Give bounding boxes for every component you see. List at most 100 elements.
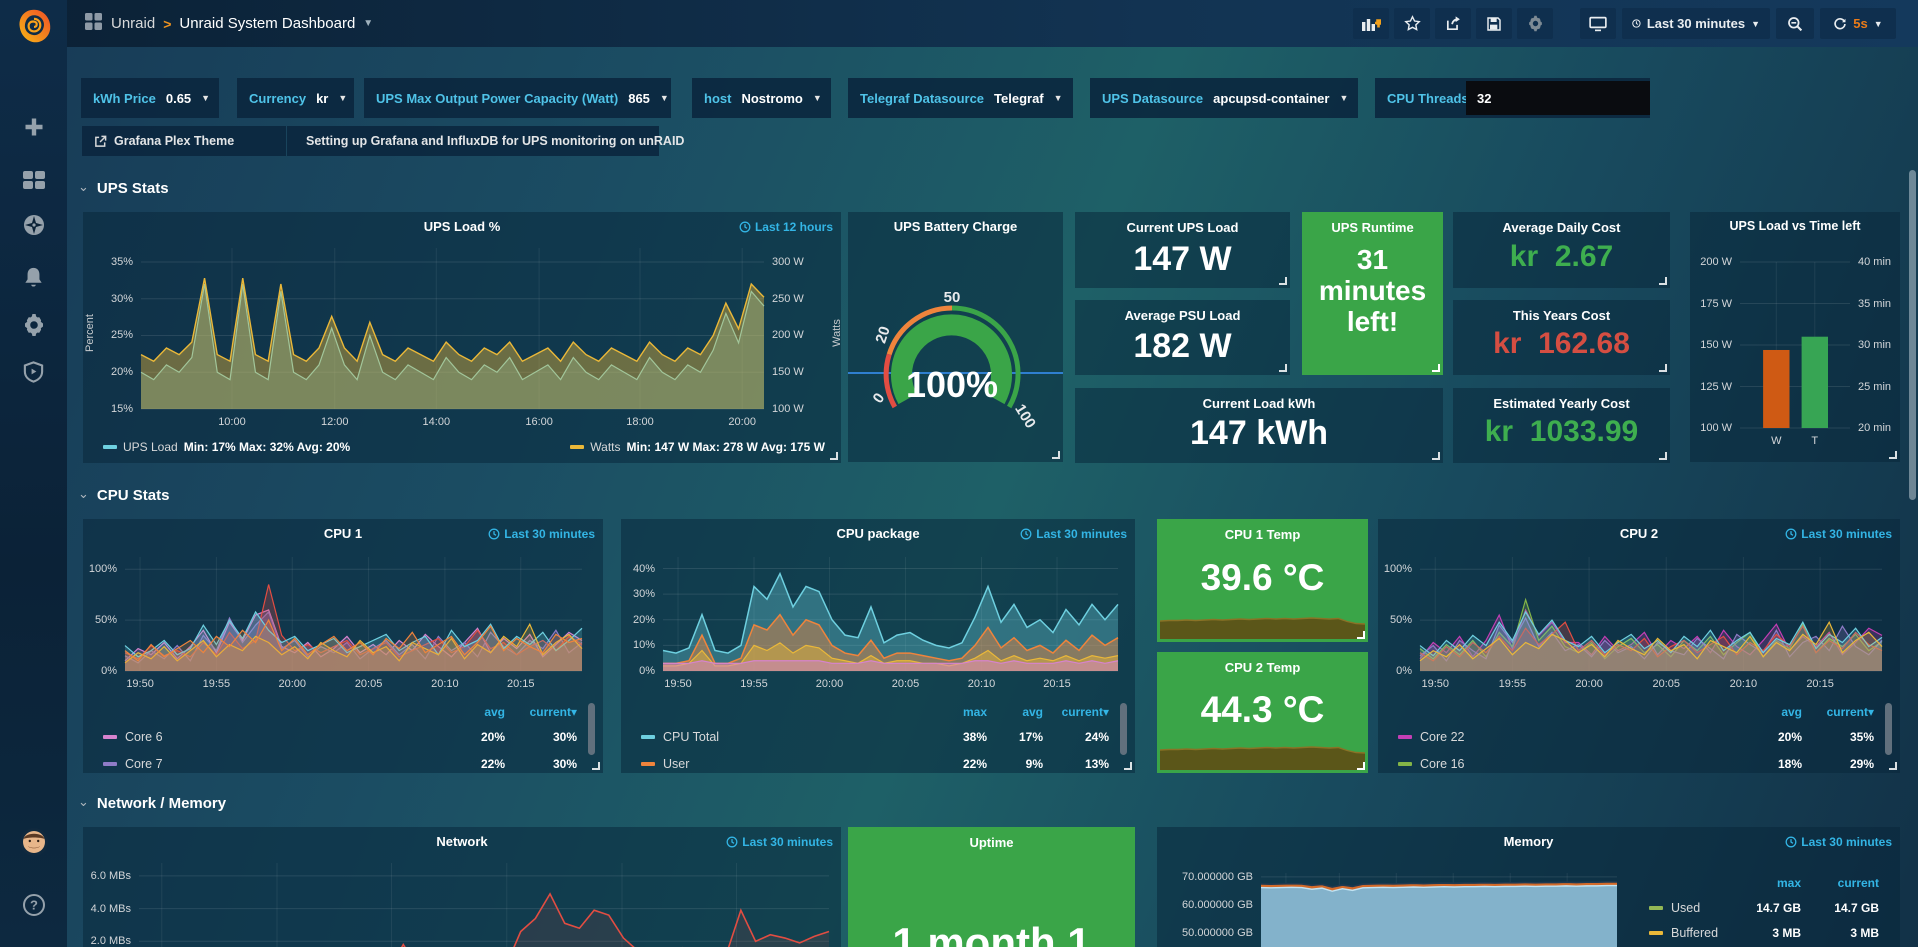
panel-title[interactable]: CPU 2 — [1619, 526, 1659, 541]
variable-ups-datasource[interactable]: UPS Datasource apcupsd-container ▼ — [1090, 78, 1358, 118]
panel-title[interactable]: Current Load kWh — [1202, 396, 1316, 411]
sidebar-item-create[interactable] — [0, 107, 67, 147]
save-button[interactable] — [1476, 8, 1512, 39]
variable-label: Telegraf Datasource — [860, 90, 985, 106]
panel-title[interactable]: UPS Runtime — [1331, 220, 1414, 235]
sidebar-item-alerting[interactable] — [0, 257, 67, 297]
panel-timerange[interactable]: Last 30 minutes — [488, 527, 595, 541]
legend-header-avg[interactable]: avg — [1022, 705, 1043, 719]
panel-timerange[interactable]: Last 12 hours — [739, 220, 833, 234]
panel-title[interactable]: UPS Battery Charge — [893, 219, 1018, 234]
legend-header-current[interactable]: current▾ — [529, 705, 577, 719]
cpu-threads-input[interactable] — [1466, 81, 1650, 115]
legend-item: Core 16 18% 29% — [1398, 750, 1874, 777]
variable-currency[interactable]: Currency kr ▼ — [237, 78, 354, 118]
refresh-button[interactable]: 5s ▼ — [1820, 8, 1896, 39]
legend-label[interactable]: Used — [1671, 900, 1701, 915]
panel-title[interactable]: Current UPS Load — [1126, 220, 1239, 235]
user-avatar[interactable] — [0, 822, 67, 862]
breadcrumb-dashboard-title[interactable]: Unraid System Dashboard — [179, 15, 356, 32]
panel-title[interactable]: CPU 1 Temp — [1224, 527, 1301, 542]
panel-timerange[interactable]: Last 30 minutes — [1785, 527, 1892, 541]
panel-title[interactable]: Average PSU Load — [1124, 308, 1241, 323]
axis-tick-label: 200 W — [1700, 256, 1732, 268]
legend-header-max[interactable]: max — [962, 705, 987, 719]
page-scrollbar[interactable] — [1908, 0, 1916, 947]
sidebar-item-server-admin[interactable] — [0, 352, 67, 392]
legend-header-current[interactable]: current — [1837, 876, 1879, 890]
panel-timerange[interactable]: Last 30 minutes — [726, 835, 833, 849]
panel-title[interactable]: CPU 1 — [323, 526, 363, 541]
axis-tick-label: 15% — [110, 403, 133, 415]
panel-timerange[interactable]: Last 30 minutes — [1785, 835, 1892, 849]
panel-timerange[interactable]: Last 30 minutes — [1020, 527, 1127, 541]
chevron-down-icon: ⌄ — [78, 178, 89, 194]
dashboard-link-plex-theme[interactable]: Grafana Plex Theme — [82, 126, 286, 156]
legend-scrollbar[interactable] — [588, 703, 595, 755]
grafana-logo[interactable] — [0, 6, 67, 46]
sidebar-item-explore[interactable] — [0, 205, 67, 245]
row-header-cpu-stats[interactable]: ⌄ CPU Stats — [78, 486, 170, 505]
variable-host[interactable]: host Nostromo ▼ — [692, 78, 831, 118]
legend-marker — [641, 761, 655, 766]
help-button[interactable]: ? — [0, 885, 67, 925]
stat-value: kr 1033.99 — [1484, 415, 1639, 448]
legend-header-avg[interactable]: avg — [484, 705, 505, 719]
stat-value: 182 W — [1133, 327, 1232, 365]
row-header-ups-stats[interactable]: ⌄ UPS Stats — [78, 178, 169, 198]
dashboards-grid-icon[interactable] — [84, 12, 103, 36]
legend-header-max[interactable]: max — [1776, 876, 1801, 890]
legend-header-avg[interactable]: avg — [1781, 705, 1802, 719]
legend-label[interactable]: CPU Total — [663, 729, 720, 744]
star-button[interactable] — [1394, 8, 1430, 39]
legend-label[interactable]: UPS Load — [123, 440, 178, 454]
time-range-picker[interactable]: Last 30 minutes ▼ — [1622, 8, 1770, 39]
row-title: CPU Stats — [96, 487, 170, 504]
panel-title[interactable]: UPS Load vs Time left — [1729, 219, 1861, 233]
legend-label[interactable]: Buffered — [1671, 925, 1719, 940]
panel-average-daily-cost: Average Daily Cost kr 2.67 — [1453, 212, 1670, 288]
panel-title[interactable]: CPU 2 Temp — [1224, 660, 1301, 675]
panel-title[interactable]: Uptime — [969, 835, 1014, 850]
dashboard-settings-button[interactable] — [1517, 8, 1553, 39]
dashboard-link-ups-monitoring[interactable]: Setting up Grafana and InfluxDB for UPS … — [287, 126, 684, 156]
legend-label[interactable]: Core 22 — [1420, 729, 1465, 744]
legend-header-current[interactable]: current▾ — [1061, 705, 1109, 719]
legend-scrollbar[interactable] — [1885, 703, 1892, 755]
add-panel-button[interactable] — [1353, 8, 1389, 39]
row-header-network-memory[interactable]: ⌄ Network / Memory — [78, 794, 226, 813]
scrollbar-thumb[interactable] — [1909, 170, 1916, 500]
legend-label[interactable]: Core 16 — [1420, 756, 1465, 771]
sidebar-item-configuration[interactable] — [0, 305, 67, 345]
panel-network: Network Last 30 minutes 6.0 MBs 4.0 MBs 2.… — [83, 827, 841, 947]
legend-label[interactable]: Core 7 — [125, 756, 163, 771]
panel-title[interactable]: Memory — [1503, 834, 1554, 849]
panel-ups-runtime: UPS Runtime 31 minutes left! — [1302, 212, 1443, 375]
legend-label[interactable]: Core 6 — [125, 729, 163, 744]
panel-title[interactable]: Estimated Yearly Cost — [1493, 396, 1630, 411]
breadcrumb-folder[interactable]: Unraid — [111, 15, 156, 32]
panel-title[interactable]: Average Daily Cost — [1502, 220, 1621, 235]
legend-header-current[interactable]: current▾ — [1826, 705, 1874, 719]
chevron-down-icon[interactable]: ▼ — [363, 18, 374, 29]
legend-scrollbar[interactable] — [1120, 703, 1127, 755]
variable-kwh-price[interactable]: kWh Price 0.65 ▼ — [81, 78, 219, 118]
variable-ups-max-output[interactable]: UPS Max Output Power Capacity (Watt) 865… — [364, 78, 671, 118]
chevron-down-icon: ▼ — [1339, 93, 1349, 103]
external-link-icon — [95, 135, 107, 147]
variable-telegraf-datasource[interactable]: Telegraf Datasource Telegraf ▼ — [848, 78, 1073, 118]
axis-tick-label: 25 min — [1858, 380, 1892, 393]
panel-title[interactable]: Network — [436, 834, 488, 849]
axis-tick-label: 100 W — [1700, 422, 1732, 434]
axis-tick-label: 20:10 — [1729, 678, 1758, 690]
panel-title[interactable]: This Years Cost — [1512, 308, 1611, 323]
share-button[interactable] — [1435, 8, 1471, 39]
legend-label[interactable]: Watts — [590, 440, 621, 454]
legend-label[interactable]: User — [663, 756, 690, 771]
sidebar-item-dashboards[interactable] — [0, 160, 67, 200]
panel-title[interactable]: CPU package — [836, 526, 920, 541]
axis-tick-label: 150 W — [1700, 339, 1732, 351]
zoom-out-button[interactable] — [1776, 8, 1814, 39]
panel-title[interactable]: UPS Load % — [423, 219, 501, 234]
tv-mode-button[interactable] — [1580, 8, 1616, 39]
